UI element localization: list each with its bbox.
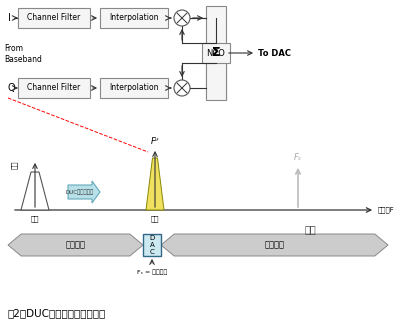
Text: Interpolation: Interpolation [109,13,159,23]
Bar [18,8,90,28]
Text: I: I [8,13,11,23]
Polygon shape [8,234,143,256]
Bar [206,43,226,98]
Circle shape [174,80,190,96]
Bar [18,78,90,98]
Polygon shape [21,172,49,210]
Text: Fₛ: Fₛ [294,153,302,162]
Text: Fₛ = 采样时钟: Fₛ = 采样时钟 [137,269,167,275]
Text: DUC所接率上搞: DUC所接率上搞 [66,189,94,195]
Bar [100,78,168,98]
Circle shape [174,10,190,26]
Bar [206,6,226,100]
Text: 图2，DUC构架和频谱上搬示意: 图2，DUC构架和频谱上搬示意 [8,308,106,318]
Bar [100,8,168,28]
Text: 模拟电路: 模拟电路 [264,240,284,250]
Text: 中频: 中频 [151,215,159,222]
Text: Channel Filter: Channel Filter [27,83,81,93]
Text: Interpolation: Interpolation [109,83,159,93]
Text: Q: Q [8,83,16,93]
Text: 射频: 射频 [304,224,316,234]
Text: 频率，F: 频率，F [378,207,395,213]
Bar [202,43,230,63]
Text: 基带: 基带 [31,215,39,222]
Text: From
Baseband: From Baseband [4,44,42,64]
Text: D
A
C: D A C [149,235,155,254]
Text: 数字电路: 数字电路 [66,240,86,250]
Polygon shape [146,158,164,210]
Bar [143,234,161,256]
Text: Channel Filter: Channel Filter [27,13,81,23]
Text: NCO: NCO [206,48,226,58]
Text: Σ: Σ [212,46,220,60]
Text: Σ: Σ [212,46,220,60]
Polygon shape [68,181,100,203]
Polygon shape [161,234,388,256]
Text: To DAC: To DAC [258,48,291,58]
Text: Fᴵᶠ: Fᴵᶠ [150,137,160,146]
Text: 幅度: 幅度 [11,161,17,169]
